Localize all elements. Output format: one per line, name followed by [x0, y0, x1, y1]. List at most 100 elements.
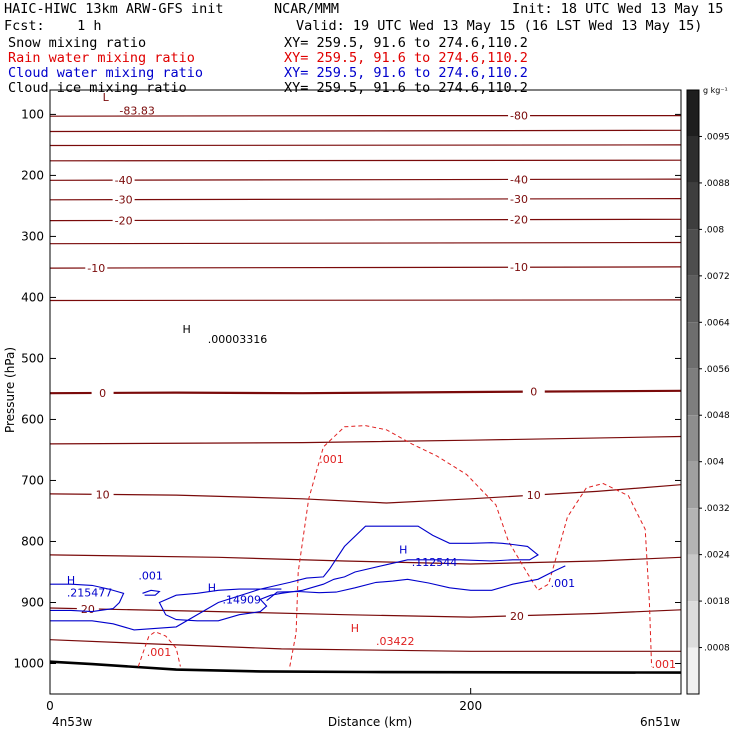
colorbar-label-9: .0024	[704, 551, 730, 561]
valid-time: Valid: 19 UTC Wed 13 May 15 (16 LST Wed …	[296, 18, 703, 34]
temperature-label-14-1: 20	[510, 610, 524, 623]
temperature-contour-8	[49, 266, 682, 269]
temperature-contour-11	[49, 435, 682, 445]
colorbar-unit: g kg⁻¹	[703, 86, 728, 95]
temperature-contour-7	[49, 241, 682, 245]
field-label-cloud-water: Cloud water mixing ratio	[8, 65, 204, 81]
temperature-label-bg-5-1	[508, 192, 531, 205]
colorbar: .0095 .0088 .008 .0072 .0064 .0056 .0048 .004 .0…	[686, 89, 730, 695]
colorbar-label-11: .0008	[704, 644, 730, 654]
colorbar-swatch-1	[687, 136, 699, 183]
colorbar-label-7: .004	[704, 458, 724, 468]
colorbar-label-10: .0018	[704, 597, 730, 607]
y-tick-label-3: 400	[21, 290, 44, 304]
annotation-1: -83.83	[119, 104, 154, 117]
cloud-water-contour-0	[50, 525, 539, 631]
temperature-contour-4	[49, 178, 682, 181]
temperature-label-12-0: 10	[96, 488, 110, 501]
temperature-label-0-0: -80	[510, 110, 528, 123]
temperature-contour-15	[49, 639, 681, 652]
temperature-label-8-0: -10	[87, 262, 105, 275]
annotation-7: .001	[551, 577, 576, 590]
temperature-label-bg-10-0	[91, 386, 114, 399]
temperature-label-bg-4-0	[112, 174, 135, 187]
colorbar-frame	[686, 89, 700, 695]
temperature-contour-14	[49, 607, 682, 618]
colorbar-swatch-9	[687, 508, 699, 555]
annotation-8: H	[67, 574, 75, 587]
y-tick-label-5: 600	[21, 412, 44, 426]
annotation-11: H	[208, 582, 216, 595]
y-tick-label-7: 800	[21, 534, 44, 548]
temperature-contour-3	[49, 159, 682, 162]
temperature-label-5-1: -30	[510, 193, 528, 206]
annotation-3: .00003316	[208, 333, 268, 346]
temperature-contour-9	[49, 299, 682, 302]
rain-contour-0	[289, 425, 653, 667]
temperature-label-5-0: -30	[115, 194, 133, 207]
colorbar-swatch-12	[687, 647, 699, 694]
temperature-label-bg-12-1	[522, 489, 545, 502]
field-xy-cloud-ice: XY= 259.5, 91.6 to 274.6,110.2	[284, 80, 528, 96]
field-xy-rain: XY= 259.5, 91.6 to 274.6,110.2	[284, 50, 528, 66]
colorbar-label-1: .0088	[704, 179, 730, 189]
colorbar-label-2: .008	[704, 225, 724, 235]
temperature-contour-12	[49, 484, 682, 504]
annotation-13: H	[351, 622, 359, 635]
temperature-label-10-0: 0	[99, 387, 106, 400]
temperature-label-bg-10-1	[522, 385, 545, 398]
temperature-contour-13	[49, 554, 682, 565]
x-left-location: 4n53w	[52, 715, 93, 729]
x-tick-label-0: 0	[46, 699, 54, 713]
field-xy-cloud-water: XY= 259.5, 91.6 to 274.6,110.2	[284, 65, 528, 81]
field-label-rain: Rain water mixing ratio	[8, 50, 195, 66]
temperature-label-6-1: -20	[510, 214, 528, 227]
field-label-snow: Snow mixing ratio	[8, 35, 147, 51]
plot-area: -80 -40 -40 -30 -30 -20 -20 -10 -10 0 0 10 10 20 20 L -8…	[49, 91, 682, 674]
cloud-water-contour-2	[266, 565, 566, 602]
field-xy-snow: XY= 259.5, 91.6 to 274.6,110.2	[284, 35, 528, 51]
temperature-label-bg-6-1	[508, 213, 531, 226]
temperature-label-bg-8-1	[508, 261, 531, 274]
colorbar-swatch-2	[687, 182, 699, 230]
annotation-9: .215477	[67, 586, 113, 599]
colorbar-swatch-8	[687, 461, 699, 509]
y-tick-label-1: 200	[21, 168, 44, 182]
colorbar-swatch-4	[687, 275, 699, 323]
annotation-2: H	[183, 323, 191, 336]
y-tick-label-4: 500	[21, 351, 44, 365]
colorbar-swatch-0	[687, 90, 699, 137]
temperature-contour-10	[49, 389, 682, 395]
init-time: Init: 18 UTC Wed 13 May 15	[512, 1, 724, 17]
annotation-10: .001	[138, 569, 163, 582]
temperature-label-14-0: 20	[81, 603, 95, 616]
cloud-water-contour-3	[142, 589, 161, 596]
colorbar-label-0: .0095	[704, 132, 730, 142]
temperature-label-bg-14-1	[505, 609, 528, 622]
colorbar-swatch-6	[687, 368, 699, 416]
temperature-label-bg-4-1	[508, 173, 531, 186]
temperature-label-12-1: 10	[527, 489, 541, 502]
colorbar-label-3: .0072	[704, 272, 730, 282]
cloud-water-contour-1	[50, 583, 125, 613]
x-axis-label: Distance (km)	[328, 715, 412, 729]
colorbar-swatch-7	[687, 415, 699, 462]
colorbar-swatch-3	[687, 229, 699, 276]
temperature-label-4-1: -40	[510, 173, 528, 186]
annotation-0: L	[103, 91, 110, 104]
temperature-label-bg-0-0	[508, 109, 531, 122]
temperature-contour-5	[49, 198, 682, 201]
temperature-label-bg-8-0	[85, 262, 108, 275]
annotation-14: .03422	[376, 635, 415, 648]
temperature-label-bg-6-0	[112, 214, 135, 227]
annotation-6: .112544	[412, 556, 458, 569]
temperature-label-10-1: 0	[530, 386, 537, 399]
chart-title: HAIC-HIWC 13km ARW-GFS init	[4, 1, 224, 17]
y-tick-label-9: 1000	[13, 656, 44, 670]
temperature-contour-1	[49, 129, 682, 133]
y-tick-label-2: 300	[21, 229, 44, 243]
colorbar-swatch-11	[687, 601, 699, 648]
y-tick-label-0: 100	[21, 107, 44, 121]
